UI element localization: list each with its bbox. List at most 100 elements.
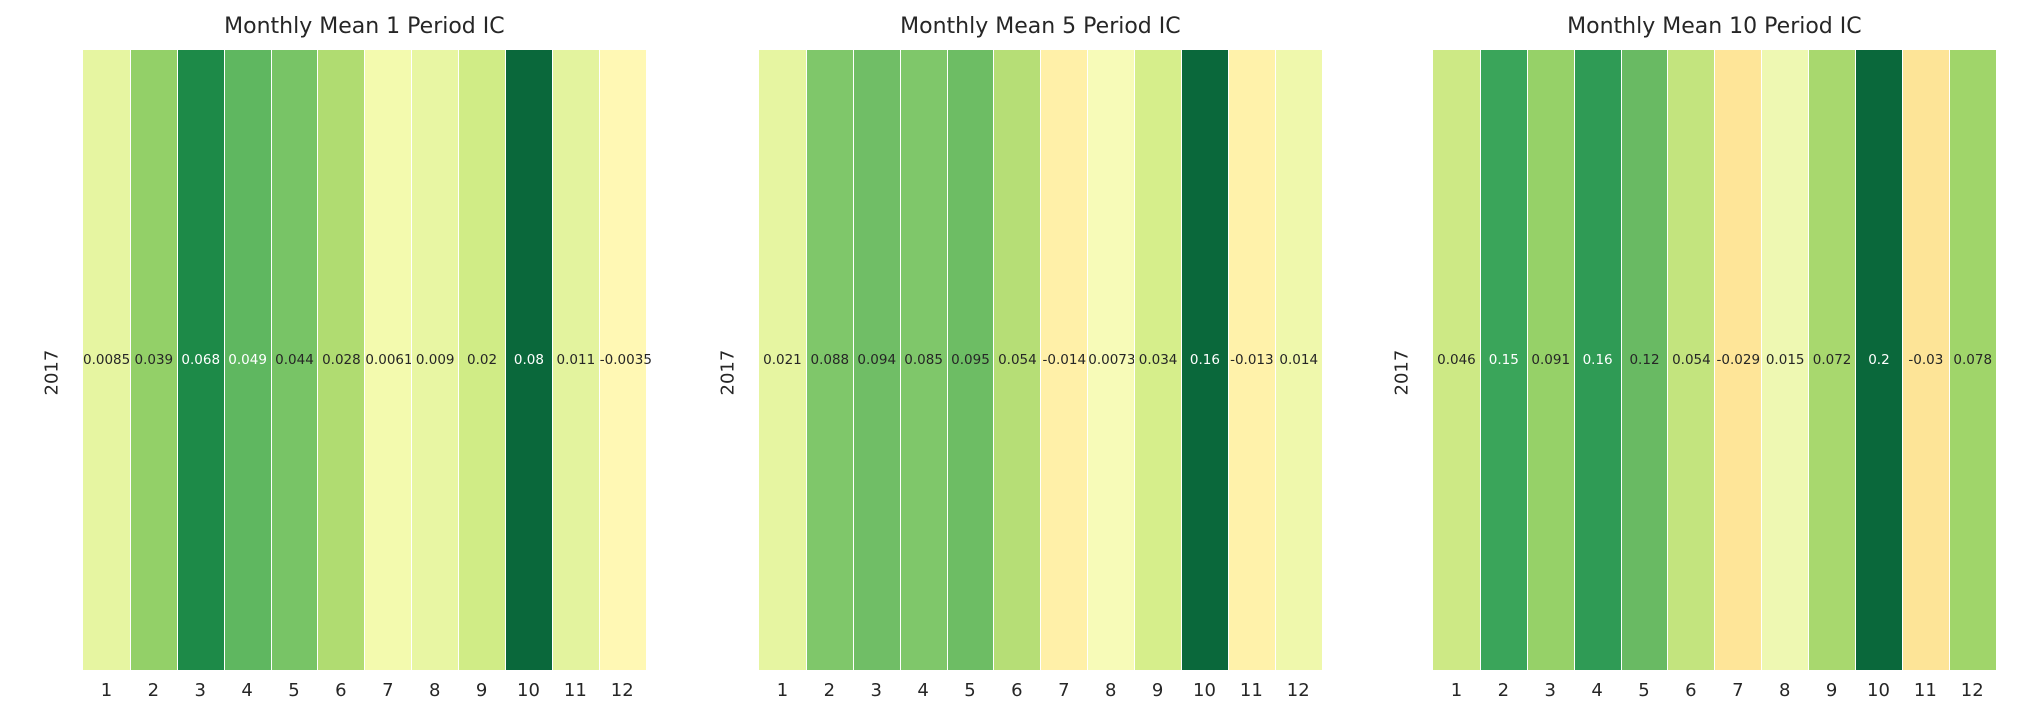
heatmap-cell: 0.2 bbox=[1855, 50, 1902, 670]
heatmap-cell: 0.0073 bbox=[1087, 50, 1135, 670]
heatmap-cell: 0.046 bbox=[1433, 50, 1480, 670]
x-tick-label: 1 bbox=[776, 680, 789, 701]
cell-value-label: 0.16 bbox=[1189, 352, 1220, 368]
x-tick-label: 9 bbox=[475, 680, 488, 701]
heatmap-cell: 0.078 bbox=[1948, 50, 1996, 670]
heatmap-cell: 0.02 bbox=[458, 50, 506, 670]
x-axis-ticks: 1 2 3 4 5 6 7 8 9 10 11 12 bbox=[1433, 680, 1996, 701]
x-tick-label: 9 bbox=[1825, 680, 1838, 701]
cell-value-label: 0.068 bbox=[181, 352, 221, 368]
cell-value-label: 0.085 bbox=[904, 352, 943, 368]
heatmap-cell: 0.16 bbox=[1181, 50, 1228, 670]
heatmap-cell: -0.03 bbox=[1901, 50, 1949, 670]
x-axis-ticks: 1 2 3 4 5 6 7 8 9 10 11 12 bbox=[83, 680, 646, 701]
x-tick-label: 10 bbox=[1193, 680, 1216, 701]
cell-value-label: 0.034 bbox=[1138, 352, 1178, 368]
x-tick-label: 6 bbox=[335, 680, 347, 701]
cell-value-label: 0.049 bbox=[228, 352, 267, 368]
heatmap-cell: 0.08 bbox=[505, 50, 552, 670]
x-tick-label: 11 bbox=[1239, 680, 1263, 701]
x-tick-label: 5 bbox=[1638, 680, 1650, 701]
x-tick-label: 12 bbox=[1960, 680, 1984, 701]
x-tick-label: 3 bbox=[194, 680, 206, 701]
heatmap-panel-1: Monthly Mean 1 Period IC 2017 0.0085 0.039 0… bbox=[38, 0, 678, 728]
cell-value-label: 0.009 bbox=[415, 352, 455, 368]
cell-value-label: 0.15 bbox=[1488, 352, 1519, 368]
cell-value-label: 0.2 bbox=[1868, 352, 1890, 368]
heatmap-cell: 0.072 bbox=[1808, 50, 1856, 670]
heatmap-cell: 0.085 bbox=[899, 50, 947, 670]
heatmap-cell: 0.095 bbox=[946, 50, 994, 670]
heatmap-cell: 0.091 bbox=[1526, 50, 1574, 670]
cell-value-label: -0.014 bbox=[1042, 352, 1087, 368]
cell-value-label: 0.094 bbox=[857, 352, 897, 368]
heatmap-cell: 0.16 bbox=[1573, 50, 1621, 670]
cell-value-label: 0.044 bbox=[275, 352, 314, 368]
x-tick-label: 6 bbox=[1011, 680, 1023, 701]
heatmap-grid: 0.0085 0.039 0.068 0.049 0.044 0.028 0.0061 0.0… bbox=[83, 50, 652, 670]
x-tick-label: 10 bbox=[1867, 680, 1890, 701]
cell-value-label: 0.16 bbox=[1582, 352, 1613, 368]
heatmap-cell: 0.044 bbox=[270, 50, 318, 670]
row-label: 2017 bbox=[41, 349, 63, 396]
x-tick-label: 3 bbox=[1544, 680, 1556, 701]
cell-value-label: 0.0061 bbox=[365, 352, 413, 368]
x-tick-label: 12 bbox=[610, 680, 634, 701]
heatmap-cell: 0.054 bbox=[1667, 50, 1715, 670]
heatmap-cell: 0.028 bbox=[317, 50, 365, 670]
heatmap-cell: 0.088 bbox=[805, 50, 853, 670]
heatmap-grid: 0.046 0.15 0.091 0.16 0.12 0.054 -0.029 0.015 0.… bbox=[1433, 50, 1996, 670]
cell-value-label: 0.015 bbox=[1765, 352, 1805, 368]
x-tick-label: 12 bbox=[1286, 680, 1310, 701]
x-tick-label: 8 bbox=[428, 680, 441, 701]
x-tick-label: 1 bbox=[1450, 680, 1463, 701]
x-tick-label: 7 bbox=[1058, 680, 1070, 701]
x-tick-label: 3 bbox=[870, 680, 882, 701]
heatmap-cell: 0.011 bbox=[551, 50, 599, 670]
x-tick-label: 11 bbox=[563, 680, 587, 701]
x-axis-ticks: 1 2 3 4 5 6 7 8 9 10 11 12 bbox=[759, 680, 1322, 701]
x-tick-label: 6 bbox=[1685, 680, 1697, 701]
cell-value-label: 0.028 bbox=[322, 352, 361, 368]
x-tick-label: 4 bbox=[917, 680, 929, 701]
heatmap-cell: 0.15 bbox=[1479, 50, 1527, 670]
heatmap-cell: 0.034 bbox=[1134, 50, 1182, 670]
heatmap-cell: 0.094 bbox=[852, 50, 900, 670]
chart-title: Monthly Mean 5 Period IC bbox=[900, 14, 1181, 39]
x-tick-label: 10 bbox=[517, 680, 540, 701]
cell-value-label: 0.021 bbox=[763, 352, 802, 368]
cell-value-label: 0.046 bbox=[1437, 352, 1476, 368]
cell-value-label: 0.0085 bbox=[83, 352, 131, 368]
x-tick-label: 2 bbox=[147, 680, 160, 701]
x-tick-label: 7 bbox=[382, 680, 394, 701]
heatmap-panel-2: Monthly Mean 5 Period IC 2017 0.021 0.088 0.… bbox=[714, 0, 1354, 728]
heatmap-cell: -0.014 bbox=[1040, 50, 1088, 670]
heatmap-cell: 0.12 bbox=[1620, 50, 1668, 670]
row-label: 2017 bbox=[717, 349, 739, 396]
heatmap-cell: 0.021 bbox=[759, 50, 806, 670]
cell-value-label: -0.029 bbox=[1716, 352, 1761, 368]
cell-value-label: 0.039 bbox=[134, 352, 174, 368]
heatmap-cell: -0.029 bbox=[1714, 50, 1762, 670]
cell-value-label: 0.078 bbox=[1953, 352, 1993, 368]
x-tick-label: 5 bbox=[964, 680, 976, 701]
heatmap-cell: -0.0035 bbox=[598, 50, 652, 670]
x-tick-label: 2 bbox=[823, 680, 836, 701]
heatmap-cell: 0.015 bbox=[1761, 50, 1809, 670]
cell-value-label: 0.02 bbox=[467, 352, 498, 368]
x-tick-label: 2 bbox=[1497, 680, 1510, 701]
cell-value-label: 0.054 bbox=[998, 352, 1037, 368]
heatmap-cell: 0.039 bbox=[129, 50, 177, 670]
x-tick-label: 11 bbox=[1913, 680, 1937, 701]
row-label: 2017 bbox=[1391, 349, 1413, 396]
x-tick-label: 7 bbox=[1732, 680, 1744, 701]
cell-value-label: 0.054 bbox=[1672, 352, 1711, 368]
chart-title: Monthly Mean 10 Period IC bbox=[1567, 14, 1862, 39]
cell-value-label: 0.014 bbox=[1279, 352, 1319, 368]
heatmap-cell: 0.009 bbox=[411, 50, 459, 670]
x-tick-label: 9 bbox=[1151, 680, 1164, 701]
cell-value-label: -0.0035 bbox=[599, 352, 652, 368]
cell-value-label: 0.011 bbox=[556, 352, 596, 368]
x-tick-label: 8 bbox=[1104, 680, 1117, 701]
x-tick-label: 1 bbox=[100, 680, 113, 701]
